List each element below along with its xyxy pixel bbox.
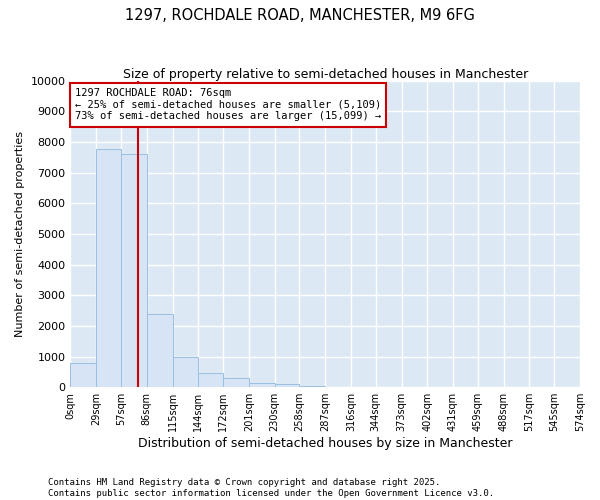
Text: 1297 ROCHDALE ROAD: 76sqm
← 25% of semi-detached houses are smaller (5,109)
73% : 1297 ROCHDALE ROAD: 76sqm ← 25% of semi-… (75, 88, 381, 122)
Bar (70, 363, 96, 387)
Text: 1297, ROCHDALE ROAD, MANCHESTER, M9 6FG: 1297, ROCHDALE ROAD, MANCHESTER, M9 6FG (125, 8, 475, 22)
Bar (147, 314, 173, 387)
Bar (275, 384, 299, 387)
Bar (121, 154, 147, 387)
Y-axis label: Number of semi-detached properties: Number of semi-detached properties (15, 131, 25, 337)
Bar (249, 383, 275, 387)
Bar (223, 378, 249, 387)
Bar (198, 373, 223, 387)
Bar (173, 356, 198, 387)
Bar (299, 386, 325, 387)
X-axis label: Distribution of semi-detached houses by size in Manchester: Distribution of semi-detached houses by … (138, 437, 512, 450)
Title: Size of property relative to semi-detached houses in Manchester: Size of property relative to semi-detach… (122, 68, 528, 80)
Bar (96, 148, 121, 387)
Text: Contains HM Land Registry data © Crown copyright and database right 2025.
Contai: Contains HM Land Registry data © Crown c… (48, 478, 494, 498)
